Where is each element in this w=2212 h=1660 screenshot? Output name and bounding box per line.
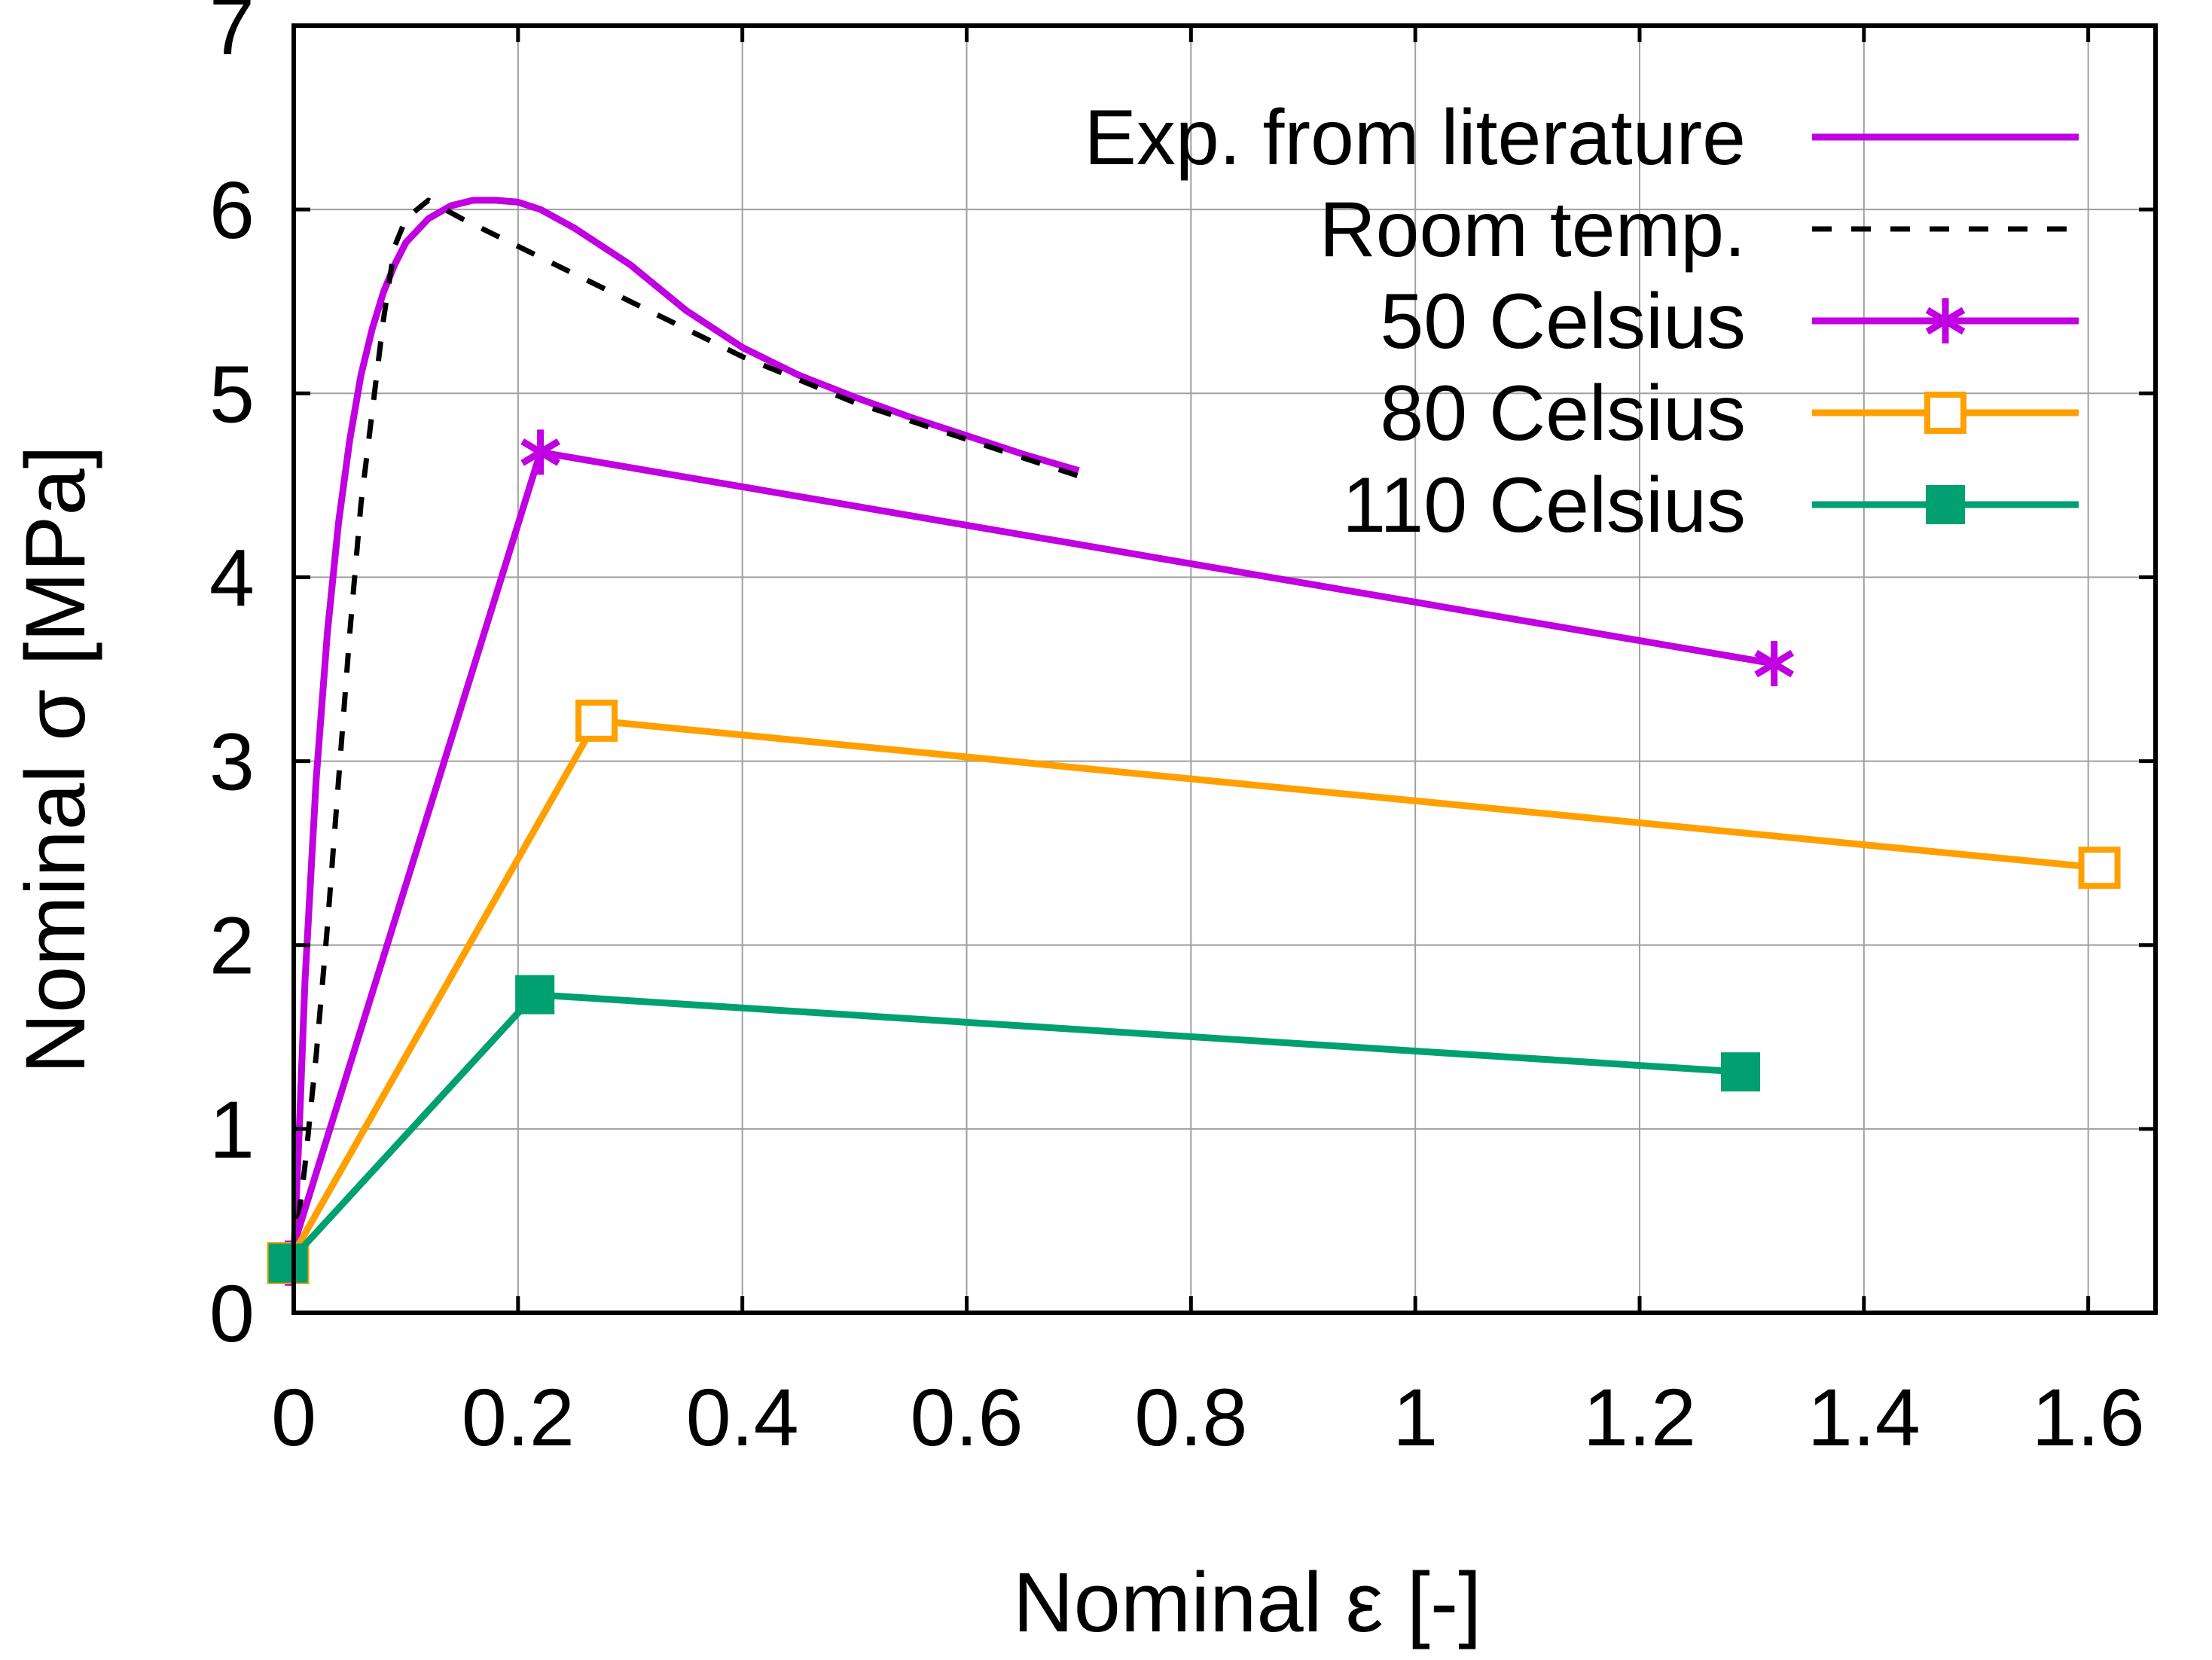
data-point-50-celsius [520, 429, 560, 475]
y-tick-label: 0 [209, 1268, 255, 1359]
legend-label: 80 Celsius [1380, 370, 1746, 457]
legend-marker-110-celsius [1926, 485, 1965, 524]
x-tick-label: 0.4 [686, 1372, 799, 1463]
y-axis-title: Nominal σ [MPa] [8, 445, 102, 1074]
series-room-temp [291, 197, 1080, 1259]
x-tick-label: 0.6 [910, 1372, 1023, 1463]
x-tick-label: 1.6 [2032, 1372, 2145, 1463]
legend-label: Room temp. [1320, 186, 1746, 273]
x-tick-label: 0.8 [1134, 1372, 1247, 1463]
y-tick-label: 7 [209, 0, 255, 72]
series-exp-from-literature [290, 197, 1080, 1258]
legend-item-50-celsius: 50 Celsius [1380, 278, 2079, 365]
y-tick-label: 3 [209, 716, 255, 807]
x-tick-label: 0 [271, 1372, 316, 1463]
series-line-exp-from-literature [290, 197, 1080, 1258]
legend-label: 110 Celsius [1342, 462, 1746, 549]
legend-marker-50-celsius [1925, 298, 1966, 343]
y-tick-label: 5 [209, 348, 255, 439]
axis-ticks: 0 0.2 0.4 0.6 0.8 1 1.2 1.4 1.6 0 1 2 3 4 5 6 7 [209, 0, 2156, 1463]
plot-series [267, 197, 2121, 1286]
data-point-110-celsius [1721, 1052, 1761, 1092]
grid [294, 26, 2156, 1313]
y-tick-label: 2 [209, 900, 255, 991]
y-tick-label: 4 [209, 532, 255, 623]
legend-item-room-temp: Room temp. [1320, 186, 2079, 273]
data-point-110-celsius [515, 975, 555, 1015]
x-axis-title: Nominal ε [-] [1013, 1555, 1482, 1649]
legend-item-110-celsius: 110 Celsius [1342, 462, 2079, 549]
series-110-celsius [268, 975, 1761, 1283]
data-point-80-celsius [2078, 847, 2121, 890]
x-tick-label: 1 [1393, 1372, 1438, 1463]
x-tick-label: 1.4 [1808, 1372, 1921, 1463]
x-tick-label: 1.2 [1583, 1372, 1696, 1463]
data-point-50-celsius [1754, 641, 1795, 687]
legend-marker-80-celsius [1924, 392, 1966, 434]
data-point-80-celsius [575, 699, 618, 742]
y-tick-label: 1 [209, 1084, 255, 1175]
legend-item-exp-from-literature: Exp. from literature [1084, 94, 2079, 182]
legend-item-80-celsius: 80 Celsius [1380, 370, 2079, 457]
series-line-room-temp [291, 197, 1080, 1259]
y-tick-label: 6 [209, 164, 255, 255]
data-point-110-celsius [268, 1243, 308, 1283]
plot-frame [291, 23, 2158, 1315]
legend-label: Exp. from literature [1084, 94, 1746, 182]
x-tick-label: 0.2 [462, 1372, 575, 1463]
legend-label: 50 Celsius [1380, 278, 1746, 365]
